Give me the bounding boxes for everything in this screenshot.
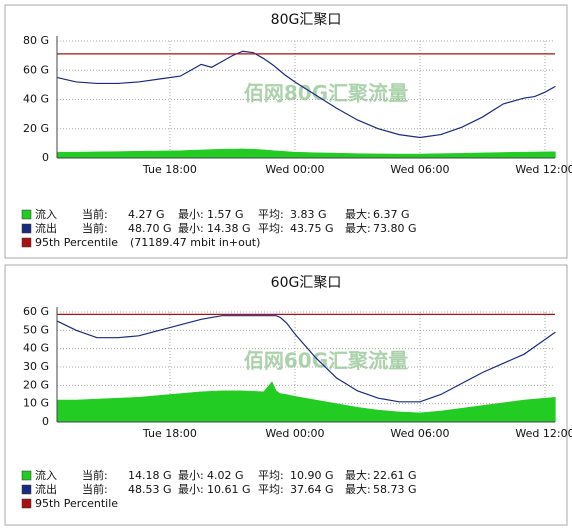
stat-label: 最小: [178,208,204,221]
y-tick-label: 20 G [23,122,49,135]
stat-label: 最大: [345,221,371,235]
y-tick-label: 60 G [23,305,49,318]
x-tick-label: Wed 12:00 [515,427,572,440]
stat-value: 10.90 G [290,469,334,482]
y-tick-label: 30 G [23,360,49,373]
legend-label: 流入 [35,207,57,221]
y-tick-label: 80 G [23,34,49,47]
stat-label: 平均: [258,469,284,482]
stat-value: 73.80 G [373,222,417,235]
legend-label: 流出 [35,221,57,235]
stat-label: 平均: [258,483,284,496]
stat-value: 14.18 G [128,469,172,482]
stat-label: 最大: [345,468,371,482]
y-tick-label: 10 G [23,397,49,410]
legend-swatch [21,498,32,509]
stat-value: 37.64 G [290,483,334,496]
stat-label: 最小: [178,222,204,235]
y-tick-label: 40 G [23,93,49,106]
stat-value: 48.70 G [128,222,172,235]
x-tick-label: Wed 00:00 [265,163,324,176]
y-tick-label: 60 G [23,63,49,76]
line [57,315,556,403]
y-tick-label: 20 G [23,378,49,391]
legend-label: 95th Percentile [35,236,118,249]
area [57,148,556,159]
legend-swatch [21,237,32,248]
legend-note: (71189.47 mbit in+out) [130,236,260,249]
stat-label: 最小: [178,469,204,482]
stat-label: 平均: [258,222,284,235]
stat-value: 6.37 G [373,208,410,221]
legend-label: 流出 [35,482,57,496]
stat-value: 10.61 G [207,483,251,496]
y-tick-label: 40 G [23,342,49,355]
x-tick-label: Wed 06:00 [390,427,449,440]
stat-value: 4.02 G [207,469,244,482]
legend-label: 流入 [35,468,57,482]
y-tick-label: 50 G [23,323,49,336]
legend-swatch [21,484,32,495]
x-tick-label: Wed 12:00 [515,163,572,176]
chart-title: 60G汇聚口 [271,275,342,291]
panel [4,4,568,259]
x-tick-label: Wed 06:00 [390,163,449,176]
stat-value: 58.73 G [373,483,417,496]
legend-swatch [21,470,32,481]
x-tick-label: Wed 00:00 [265,427,324,440]
stat-label: 当前: [82,482,108,496]
stat-label: 最大: [345,482,371,496]
stat-label: 最小: [178,483,204,496]
stat-value: 14.38 G [207,222,251,235]
y-tick-label: 0 [42,415,49,428]
legend-swatch [21,223,32,234]
stat-label: 当前: [82,221,108,235]
x-tick-label: Tue 18:00 [142,427,197,440]
stat-value: 1.57 G [207,208,244,221]
stat-label: 平均: [258,208,284,221]
area [57,381,556,423]
stat-label: 最大: [345,207,371,221]
chart-title: 80G汇聚口 [271,12,342,28]
watermark: 佰网60G汇聚流量 [244,349,408,373]
line [57,50,556,139]
legend-label: 95th Percentile [35,497,118,510]
stat-value: 4.27 G [128,208,165,221]
y-tick-label: 0 [42,151,49,164]
stat-value: 22.61 G [373,469,417,482]
stat-label: 当前: [82,207,108,221]
stat-label: 当前: [82,468,108,482]
stat-value: 3.83 G [290,208,327,221]
legend-swatch [21,209,32,220]
stat-value: 43.75 G [290,222,334,235]
x-tick-label: Tue 18:00 [142,163,197,176]
stat-value: 48.53 G [128,483,172,496]
